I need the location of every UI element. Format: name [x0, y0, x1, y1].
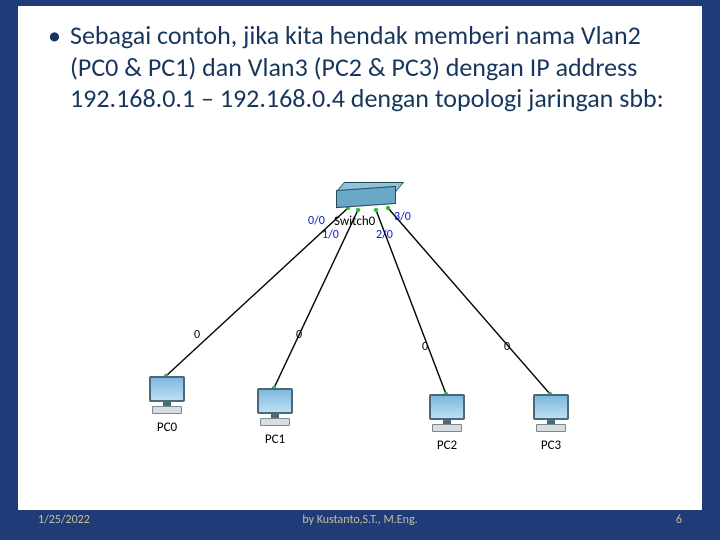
port-3-0: 3/0 — [394, 210, 411, 224]
slide-card: • Sebagai contoh, jika kita hendak membe… — [18, 6, 702, 510]
pc2-node: PC2 — [424, 394, 470, 453]
pc0-node: PC0 — [144, 376, 190, 435]
port-0-0: 0/0 — [308, 214, 325, 228]
link-0-pc2: 0 — [422, 340, 428, 354]
switch-icon — [336, 188, 396, 210]
pc3-node: PC3 — [528, 394, 574, 453]
pc0-label: PC0 — [144, 420, 190, 435]
pc2-label: PC2 — [424, 438, 470, 453]
link-0-pc1: 0 — [296, 328, 302, 342]
bullet-text: Sebagai contoh, jika kita hendak memberi… — [70, 20, 678, 115]
slide-footer: 1/25/2022 by Kustanto,S.T., M.Eng. 6 — [18, 510, 702, 530]
pc1-node: PC1 — [252, 388, 298, 447]
footer-page: 6 — [676, 513, 682, 527]
port-1-0: 1/0 — [322, 228, 339, 242]
monitor-icon — [429, 394, 465, 420]
footer-author: by Kustanto,S.T., M.Eng. — [302, 513, 417, 527]
monitor-icon — [533, 394, 569, 420]
bullet-block: • Sebagai contoh, jika kita hendak membe… — [48, 20, 678, 115]
footer-date: 1/25/2022 — [38, 513, 90, 527]
link-0-pc3: 0 — [504, 340, 510, 354]
switch-label: Switch0 — [334, 214, 375, 229]
topology-diagram: Switch0 0/0 1/0 2/0 3/0 0 0 0 0 PC0 PC1 … — [136, 178, 604, 450]
bullet-marker: • — [48, 20, 70, 115]
pc1-label: PC1 — [252, 432, 298, 447]
monitor-icon — [257, 388, 293, 414]
port-2-0: 2/0 — [376, 228, 393, 242]
link-0-pc0: 0 — [194, 328, 200, 342]
monitor-icon — [149, 376, 185, 402]
pc3-label: PC3 — [528, 438, 574, 453]
